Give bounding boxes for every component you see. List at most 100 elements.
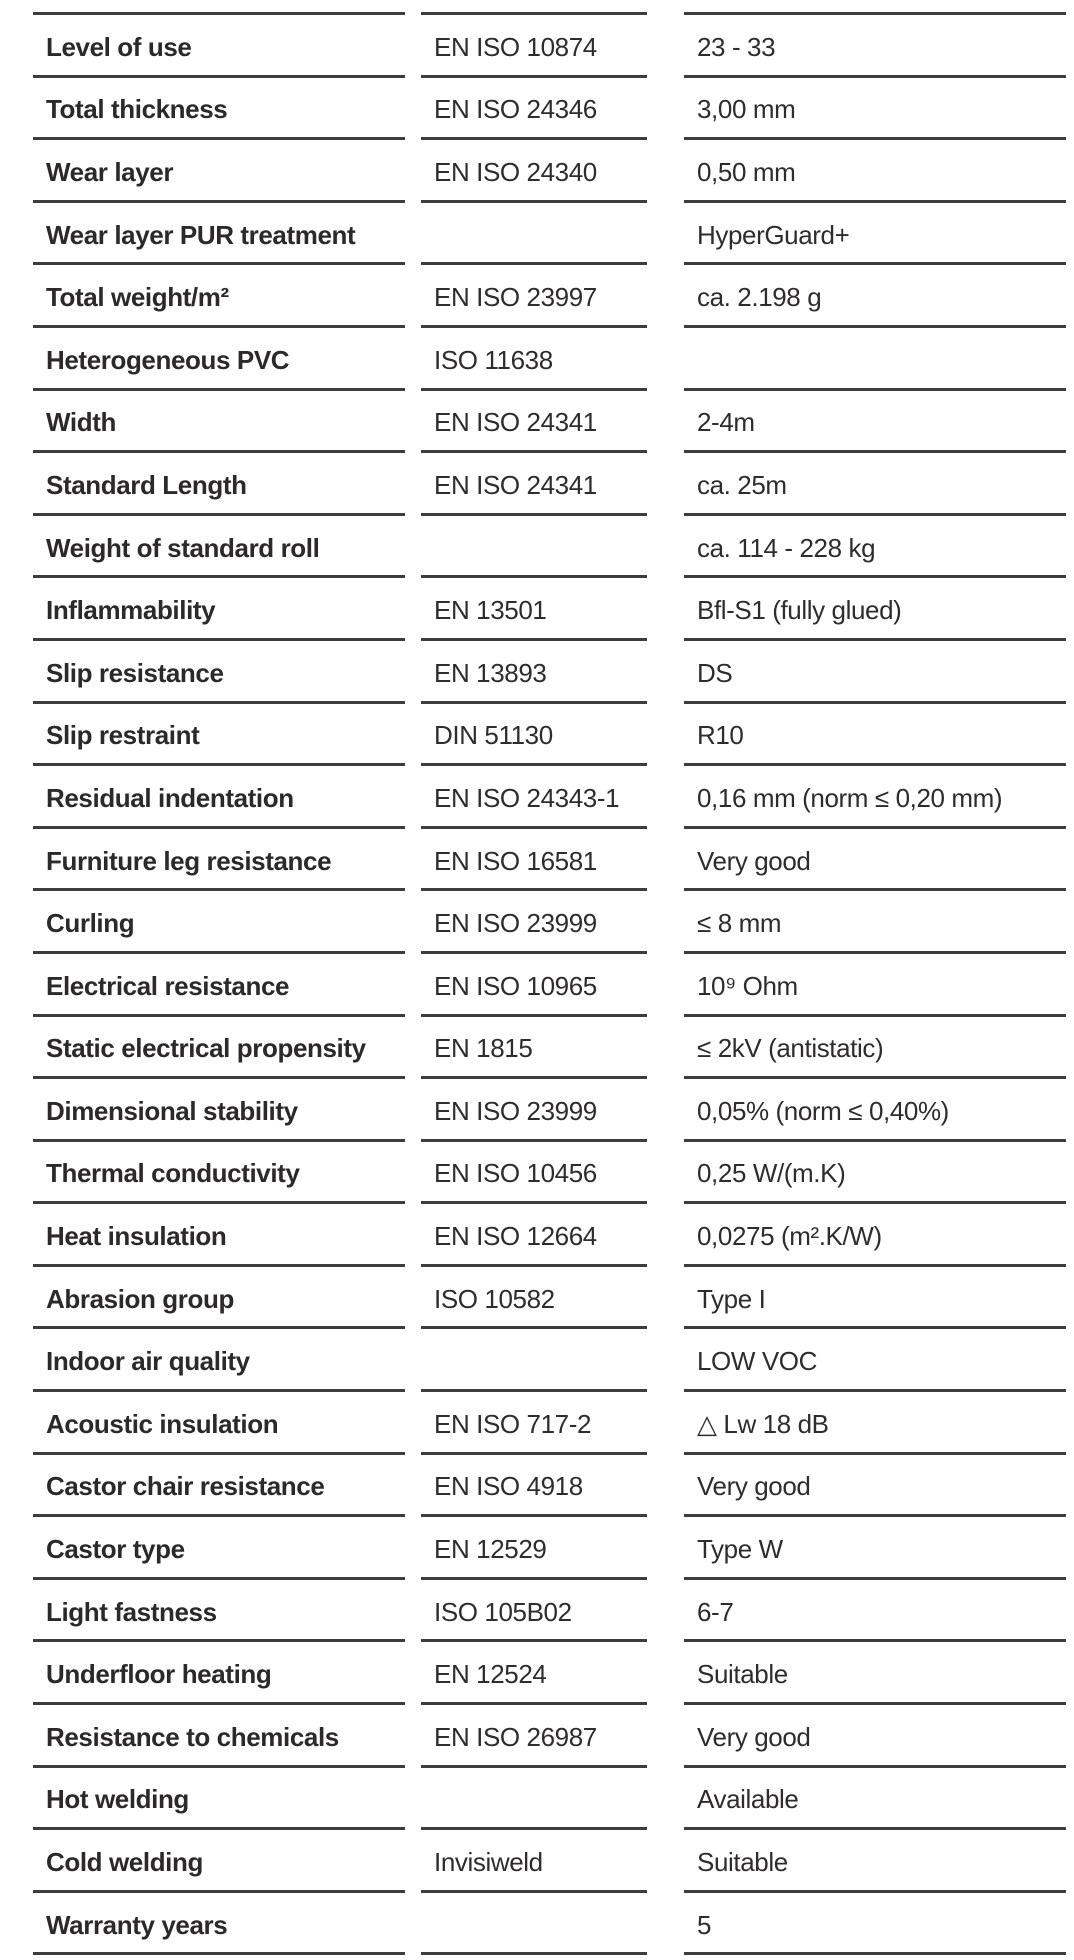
table-row: Total thickness EN ISO 24346 3,00 mm [33,74,1074,138]
property-cell: Total thickness [33,74,405,138]
value-cell: 10⁹ Ohm [684,950,1066,1014]
standard-cell: EN ISO 24346 [421,74,647,138]
standard-cell: EN ISO 12664 [421,1201,647,1264]
value-cell: Very good [684,1451,1066,1515]
standard-cell: EN ISO 10965 [421,950,647,1014]
standard-cell: EN ISO 717-2 [421,1389,647,1452]
value-cell: DS [684,637,1066,701]
value-cell: 6-7 [684,1576,1066,1640]
property-cell: Hot welding [33,1764,405,1828]
property-cell: Weight of standard roll [33,512,405,576]
table-row: Thermal conductivity EN ISO 10456 0,25 W… [33,1138,1074,1202]
standard-cell: EN ISO 24343-1 [421,763,647,826]
standard-cell: ISO 105B02 [421,1576,647,1640]
property-cell: Slip restraint [33,700,405,764]
value-cell: Suitable [684,1639,1066,1702]
standard-cell: EN 12529 [421,1514,647,1577]
standard-cell: EN ISO 24341 [421,387,647,451]
table-row: Total weight/m² EN ISO 23997 ca. 2.198 g [33,262,1074,325]
property-cell: Warranty years [33,1889,405,1953]
standard-cell [421,512,647,576]
standard-cell [421,1764,647,1828]
property-cell: Static electrical propensity [33,1013,405,1077]
value-cell: Very good [684,1702,1066,1765]
value-cell: ca. 25m [684,450,1066,513]
table-row: Cold welding Invisiweld Suitable [33,1827,1074,1890]
property-cell: Electrical resistance [33,950,405,1014]
table-row: Indoor air quality LOW VOC [33,1326,1074,1389]
table-row: Heterogeneous PVC ISO 11638 [33,324,1074,388]
value-cell: 0,0275 (m².K/W) [684,1201,1066,1264]
property-cell: Underfloor heating [33,1639,405,1702]
bottom-rule [33,1952,405,1956]
property-cell: Heterogeneous PVC [33,324,405,388]
property-cell: Thermal conductivity [33,1138,405,1202]
value-cell: ≤ 2kV (antistatic) [684,1013,1066,1077]
property-cell: Acoustic insulation [33,1389,405,1452]
spec-rows: Level of use EN ISO 10874 23 - 33 Total … [33,12,1074,1956]
standard-cell: EN ISO 4918 [421,1451,647,1515]
bottom-rule [684,1952,1066,1956]
property-cell: Width [33,387,405,451]
standard-cell: EN ISO 24340 [421,137,647,200]
table-row: Resistance to chemicals EN ISO 26987 Ver… [33,1702,1074,1765]
value-cell: Bfl-S1 (fully glued) [684,575,1066,638]
standard-cell: EN 13501 [421,575,647,638]
table-row: Curling EN ISO 23999 ≤ 8 mm [33,888,1074,951]
standard-cell: Invisiweld [421,1827,647,1890]
value-cell: 0,25 W/(m.K) [684,1138,1066,1202]
standard-cell: EN ISO 23999 [421,1076,647,1139]
standard-cell: EN ISO 23999 [421,888,647,951]
property-cell: Level of use [33,12,405,75]
value-cell: 2-4m [684,387,1066,451]
value-cell: 0,16 mm (norm ≤ 0,20 mm) [684,763,1066,826]
property-cell: Castor type [33,1514,405,1577]
table-row: Hot welding Available [33,1764,1074,1828]
table-row: Inflammability EN 13501 Bfl-S1 (fully gl… [33,575,1074,638]
standard-cell [421,1889,647,1953]
table-row: Slip resistance EN 13893 DS [33,637,1074,701]
property-cell: Residual indentation [33,763,405,826]
standard-cell: EN ISO 10456 [421,1138,647,1202]
property-cell: Resistance to chemicals [33,1702,405,1765]
value-cell: Type W [684,1514,1066,1577]
property-cell: Curling [33,888,405,951]
value-cell: 0,05% (norm ≤ 0,40%) [684,1076,1066,1139]
table-row: Wear layer EN ISO 24340 0,50 mm [33,137,1074,200]
value-cell: R10 [684,700,1066,764]
value-cell: Suitable [684,1827,1066,1890]
value-cell: ≤ 8 mm [684,888,1066,951]
property-cell: Furniture leg resistance [33,825,405,889]
standard-cell: EN ISO 16581 [421,825,647,889]
table-row: Furniture leg resistance EN ISO 16581 Ve… [33,825,1074,889]
table-row: Castor type EN 12529 Type W [33,1514,1074,1577]
standard-cell: EN 13893 [421,637,647,701]
property-cell: Cold welding [33,1827,405,1890]
table-row: Static electrical propensity EN 1815 ≤ 2… [33,1013,1074,1077]
property-cell: Total weight/m² [33,262,405,325]
value-cell: Available [684,1764,1066,1828]
value-cell [684,324,1066,388]
value-cell: 0,50 mm [684,137,1066,200]
value-cell: 3,00 mm [684,74,1066,138]
table-row: Electrical resistance EN ISO 10965 10⁹ O… [33,950,1074,1014]
property-cell: Indoor air quality [33,1326,405,1389]
table-row: Heat insulation EN ISO 12664 0,0275 (m².… [33,1201,1074,1264]
table-row [33,1952,1074,1956]
value-cell: Very good [684,825,1066,889]
standard-cell: EN 12524 [421,1639,647,1702]
property-cell: Heat insulation [33,1201,405,1264]
value-cell: LOW VOC [684,1326,1066,1389]
standard-cell: EN ISO 10874 [421,12,647,75]
standard-cell: ISO 11638 [421,324,647,388]
table-row: Residual indentation EN ISO 24343-1 0,16… [33,763,1074,826]
table-row: Acoustic insulation EN ISO 717-2 △ Lw 18… [33,1389,1074,1452]
bottom-rule [421,1952,647,1956]
table-row: Warranty years 5 [33,1889,1074,1953]
property-cell: Light fastness [33,1576,405,1640]
standard-cell [421,1326,647,1389]
property-cell: Inflammability [33,575,405,638]
property-cell: Abrasion group [33,1263,405,1327]
value-cell: 23 - 33 [684,12,1066,75]
table-row: Slip restraint DIN 51130 R10 [33,700,1074,764]
